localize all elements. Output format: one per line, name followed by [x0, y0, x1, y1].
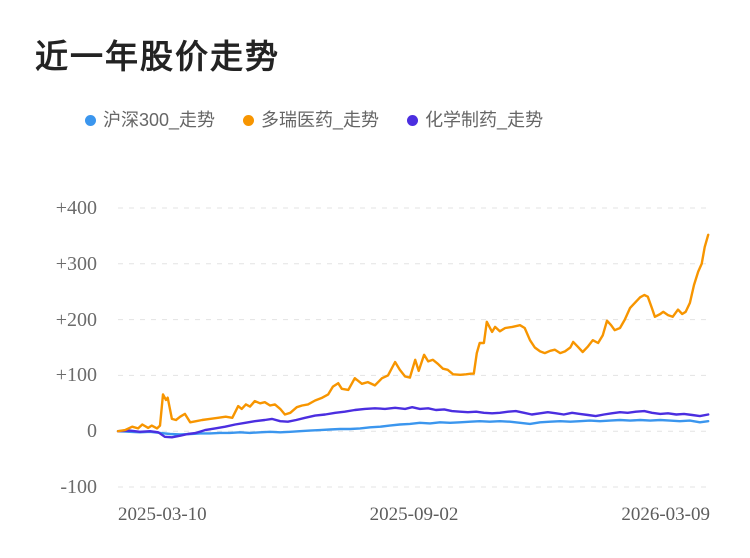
legend-label: 多瑞医药_走势	[261, 110, 380, 130]
series-line-2	[116, 406, 710, 439]
series-line-0	[116, 418, 710, 436]
chart-legend: 沪深300_走势 多瑞医药_走势 化学制药_走势	[85, 109, 543, 131]
x-axis-tick-label: 2025-09-02	[369, 504, 459, 525]
legend-label: 化学制药_走势	[425, 110, 544, 130]
y-axis-tick-label: +300	[55, 253, 97, 275]
y-axis-tick-label: -100	[60, 476, 97, 498]
chart-title: 近一年股价走势	[35, 38, 280, 75]
y-axis-tick-label: 0	[87, 420, 97, 442]
y-axis-tick-label: +200	[55, 309, 97, 331]
legend-item-1[interactable]: 多瑞医药_走势	[243, 109, 379, 131]
legend-dot-icon	[407, 114, 419, 126]
legend-label: 沪深300_走势	[103, 110, 216, 130]
legend-dot-icon	[85, 114, 96, 126]
y-axis-tick-label: +400	[55, 197, 97, 219]
x-axis-tick-label: 2026-03-09	[621, 504, 710, 525]
x-axis-tick-label: 2025-03-10	[118, 504, 207, 525]
legend-dot-icon	[243, 114, 255, 126]
legend-item-0[interactable]: 沪深300_走势	[85, 109, 215, 131]
series-line-1	[116, 233, 710, 433]
legend-item-2[interactable]: 化学制药_走势	[407, 109, 543, 131]
y-axis-tick-label: +100	[55, 364, 97, 386]
